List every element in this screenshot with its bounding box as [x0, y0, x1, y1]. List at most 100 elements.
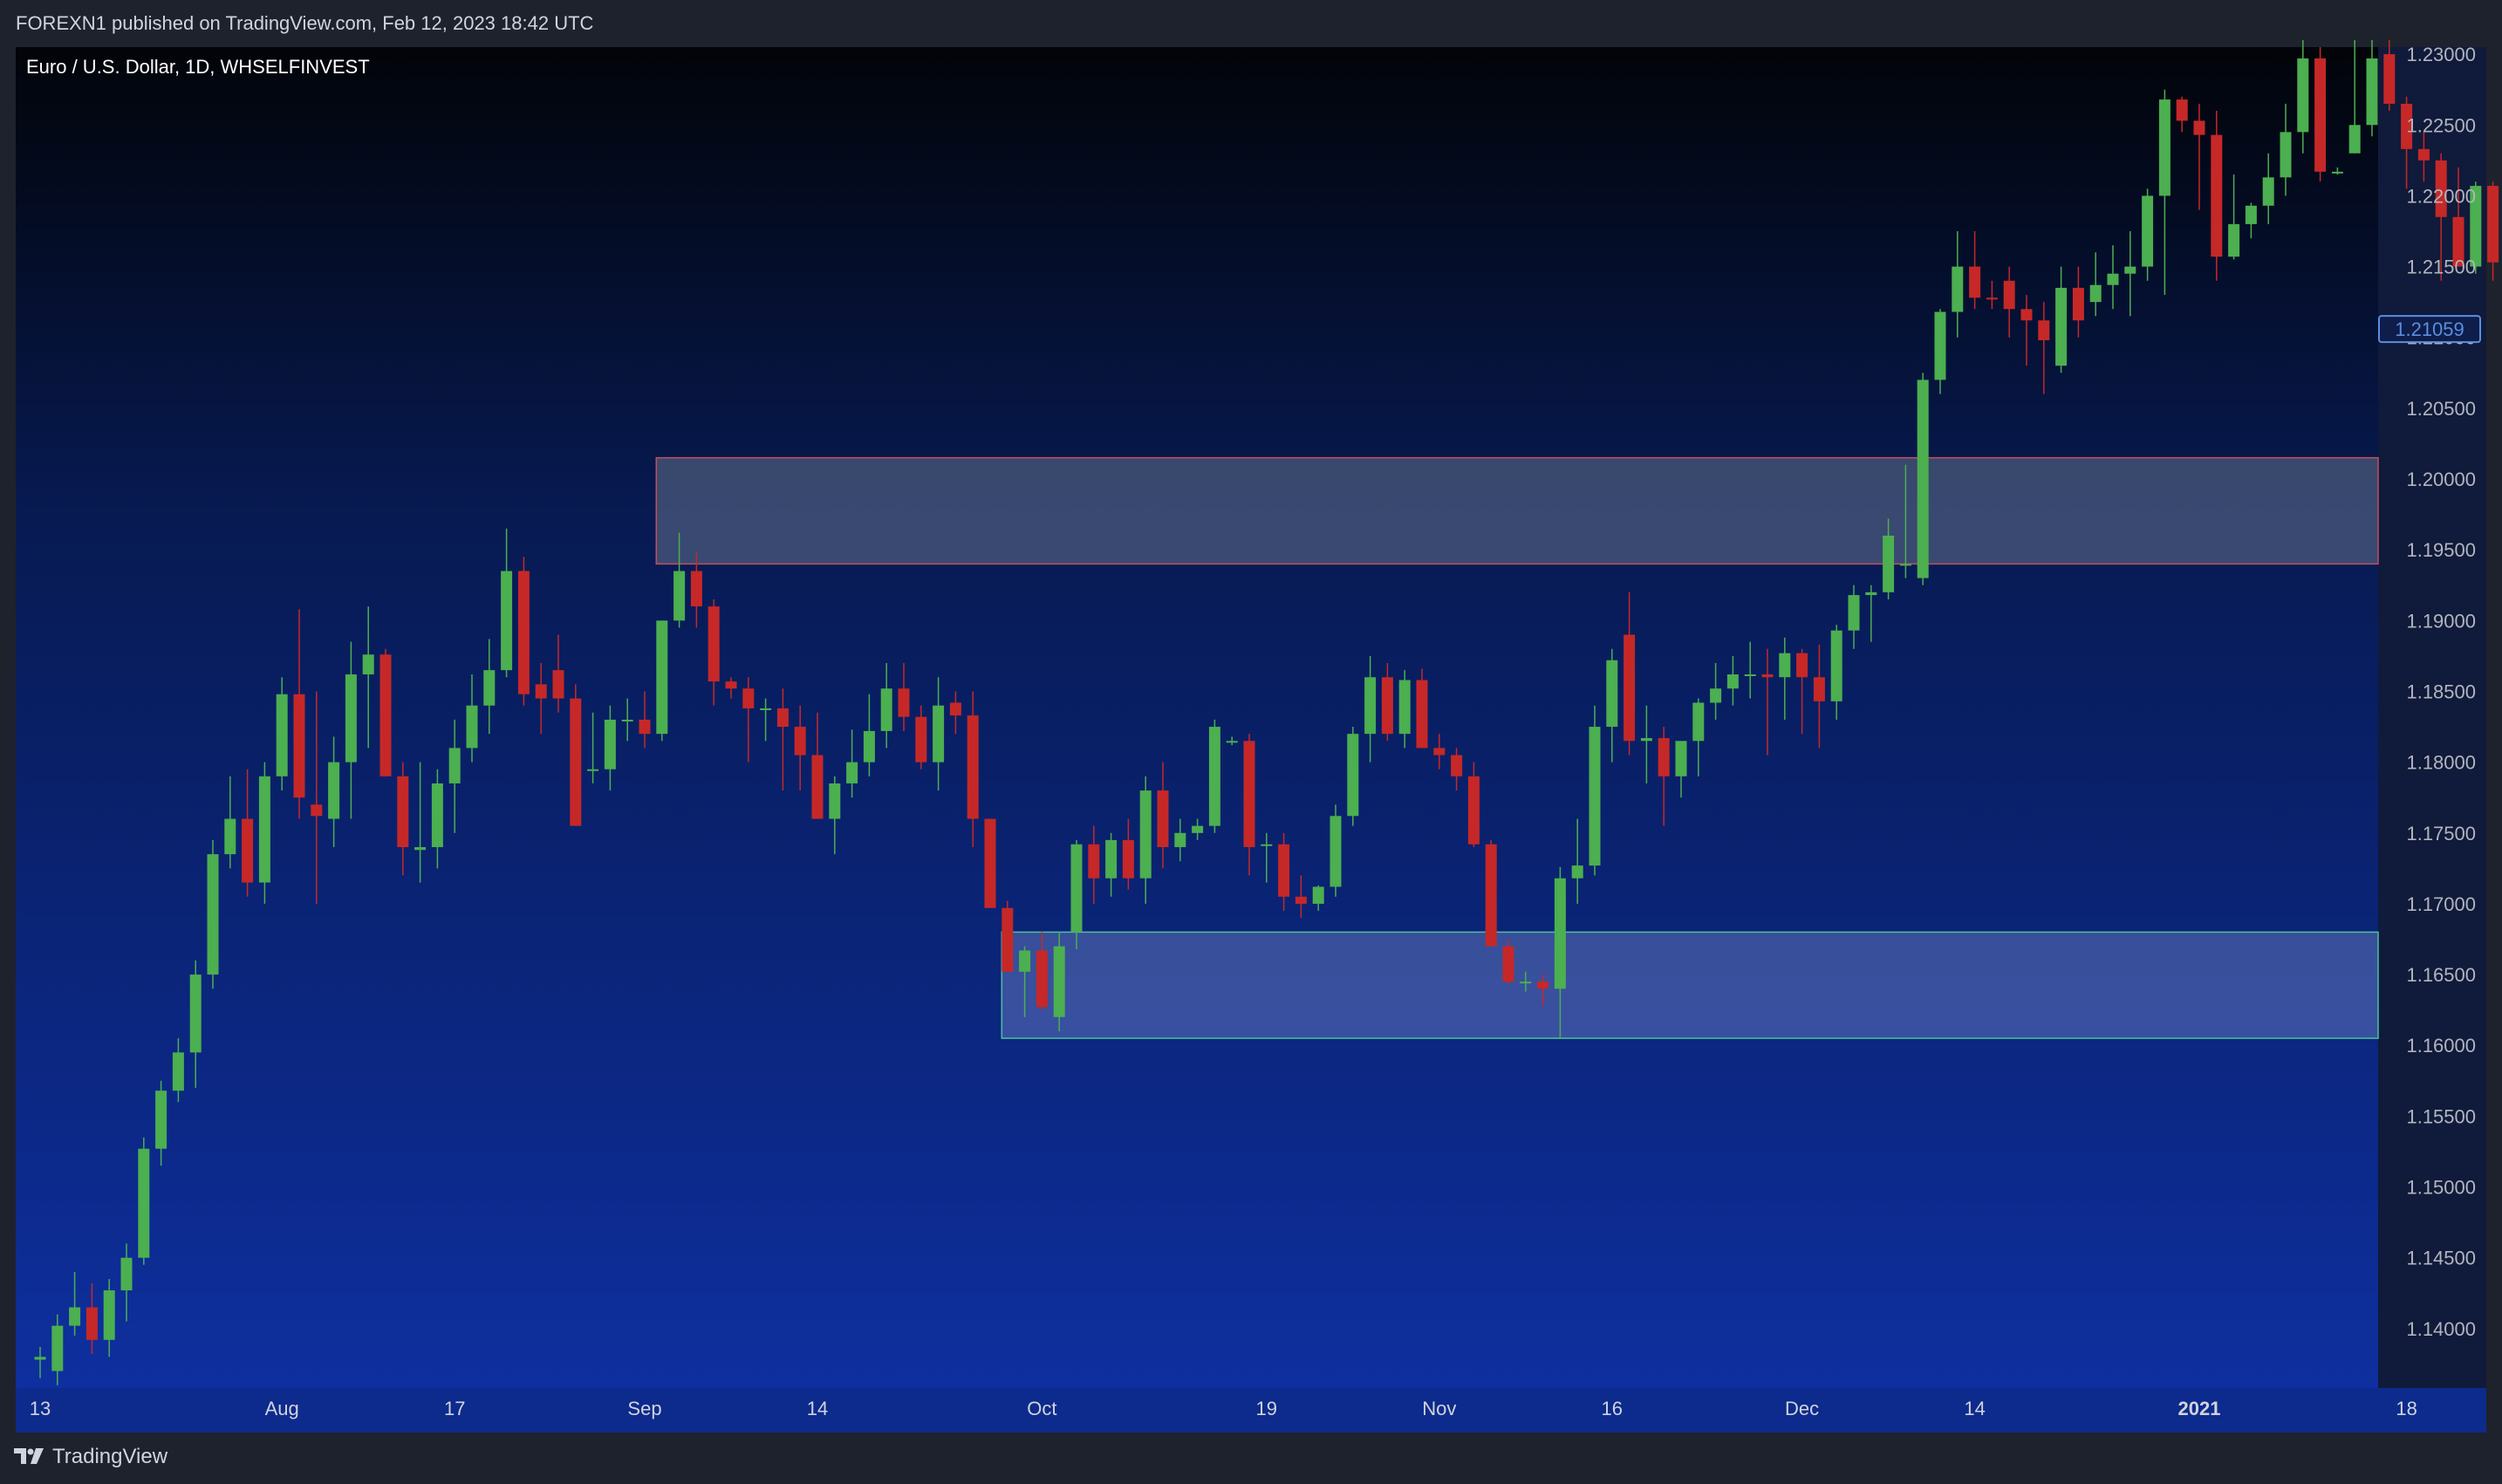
candle[interactable] [345, 641, 357, 819]
candle[interactable] [656, 620, 668, 742]
candle[interactable] [362, 606, 374, 749]
candle[interactable] [501, 528, 513, 678]
candle[interactable] [898, 663, 910, 731]
candle[interactable] [1485, 839, 1497, 947]
candle[interactable] [2348, 39, 2361, 154]
candle[interactable] [34, 1346, 46, 1378]
candle[interactable] [967, 691, 979, 848]
candle[interactable] [2280, 103, 2292, 196]
candle[interactable] [1451, 748, 1463, 791]
candle[interactable] [276, 677, 288, 791]
candle[interactable] [242, 769, 254, 897]
candle[interactable] [725, 677, 737, 699]
candle[interactable] [1088, 825, 1100, 904]
candle[interactable] [880, 663, 892, 749]
candle[interactable] [379, 648, 392, 776]
candle[interactable] [2003, 266, 2015, 338]
candle[interactable] [431, 769, 443, 869]
candle[interactable] [1053, 932, 1065, 1031]
candle[interactable] [2487, 181, 2499, 281]
candle[interactable] [466, 674, 478, 763]
candle[interactable] [846, 729, 858, 798]
candle[interactable] [155, 1080, 167, 1166]
candle[interactable] [1295, 875, 1307, 919]
candle[interactable] [483, 639, 496, 735]
candle[interactable] [1537, 975, 1549, 1006]
candle[interactable] [915, 705, 927, 769]
candle[interactable] [2055, 266, 2068, 373]
candle[interactable] [2401, 96, 2413, 189]
demand-zone[interactable] [1001, 931, 2379, 1039]
candle[interactable] [1779, 637, 1791, 720]
candle[interactable] [1036, 932, 1048, 1010]
candle[interactable] [587, 712, 599, 783]
candle[interactable] [690, 552, 702, 628]
candle[interactable] [2228, 174, 2240, 260]
candle[interactable] [172, 1038, 184, 1103]
candle[interactable] [1330, 804, 1342, 897]
candle[interactable] [2366, 39, 2378, 137]
candle[interactable] [1692, 698, 1705, 776]
candle[interactable] [1952, 230, 1964, 338]
candle[interactable] [535, 663, 547, 735]
candle[interactable] [2124, 230, 2136, 317]
candle[interactable] [1157, 762, 1169, 869]
candle[interactable] [2193, 103, 2205, 210]
candle[interactable] [949, 691, 961, 735]
candle[interactable] [120, 1243, 133, 1322]
candle[interactable] [1658, 727, 1670, 826]
candle[interactable] [1467, 762, 1480, 848]
candle[interactable] [639, 691, 651, 749]
candle[interactable] [2072, 266, 2084, 338]
candle[interactable] [69, 1271, 81, 1336]
candle[interactable] [2158, 89, 2170, 296]
price-chart[interactable]: 1.230001.225001.220001.215001.210001.205… [0, 0, 2502, 1433]
candle[interactable] [2314, 47, 2327, 182]
candle[interactable] [1261, 832, 1273, 883]
candle[interactable] [1969, 230, 1981, 310]
candle[interactable] [2331, 167, 2343, 175]
candle[interactable] [1744, 641, 1756, 699]
candle[interactable] [570, 684, 582, 826]
candle[interactable] [2435, 153, 2447, 281]
candle[interactable] [1312, 885, 1324, 912]
candle[interactable] [984, 818, 996, 908]
candle[interactable] [397, 762, 409, 876]
candle[interactable] [103, 1279, 115, 1357]
candle[interactable] [863, 694, 875, 776]
candle[interactable] [1986, 280, 1998, 310]
candle[interactable] [2107, 245, 2119, 310]
candle[interactable] [1520, 971, 1532, 992]
candle[interactable] [1813, 644, 1825, 749]
candle[interactable] [517, 557, 530, 706]
candle[interactable] [51, 1314, 64, 1385]
candle[interactable] [1105, 832, 1118, 897]
candle[interactable] [552, 634, 564, 713]
candle[interactable] [2020, 295, 2033, 366]
candle[interactable] [293, 609, 305, 819]
candle[interactable] [1675, 741, 1687, 798]
candle[interactable] [1554, 866, 1566, 1039]
candle[interactable] [2297, 39, 2309, 154]
candle[interactable] [1606, 648, 1618, 763]
candle[interactable] [1070, 839, 1083, 949]
candle[interactable] [2142, 188, 2154, 281]
candle[interactable] [621, 698, 633, 742]
candle[interactable] [2089, 252, 2102, 317]
candle[interactable] [1019, 946, 1031, 1017]
candle[interactable] [1830, 625, 1842, 720]
candle[interactable] [1433, 734, 1446, 769]
candle[interactable] [448, 719, 461, 833]
candle[interactable] [1278, 832, 1290, 912]
tradingview-brand[interactable]: TradingView [14, 1445, 167, 1469]
candle[interactable] [2038, 302, 2050, 394]
candle[interactable] [1934, 309, 1946, 394]
candle[interactable] [2452, 167, 2464, 267]
candle[interactable] [1899, 464, 1911, 578]
candle[interactable] [2417, 132, 2430, 182]
candle[interactable] [2470, 181, 2482, 274]
candle[interactable] [1192, 818, 1204, 840]
candle[interactable] [311, 691, 323, 904]
candle[interactable] [1381, 663, 1393, 742]
candle[interactable] [811, 712, 824, 819]
